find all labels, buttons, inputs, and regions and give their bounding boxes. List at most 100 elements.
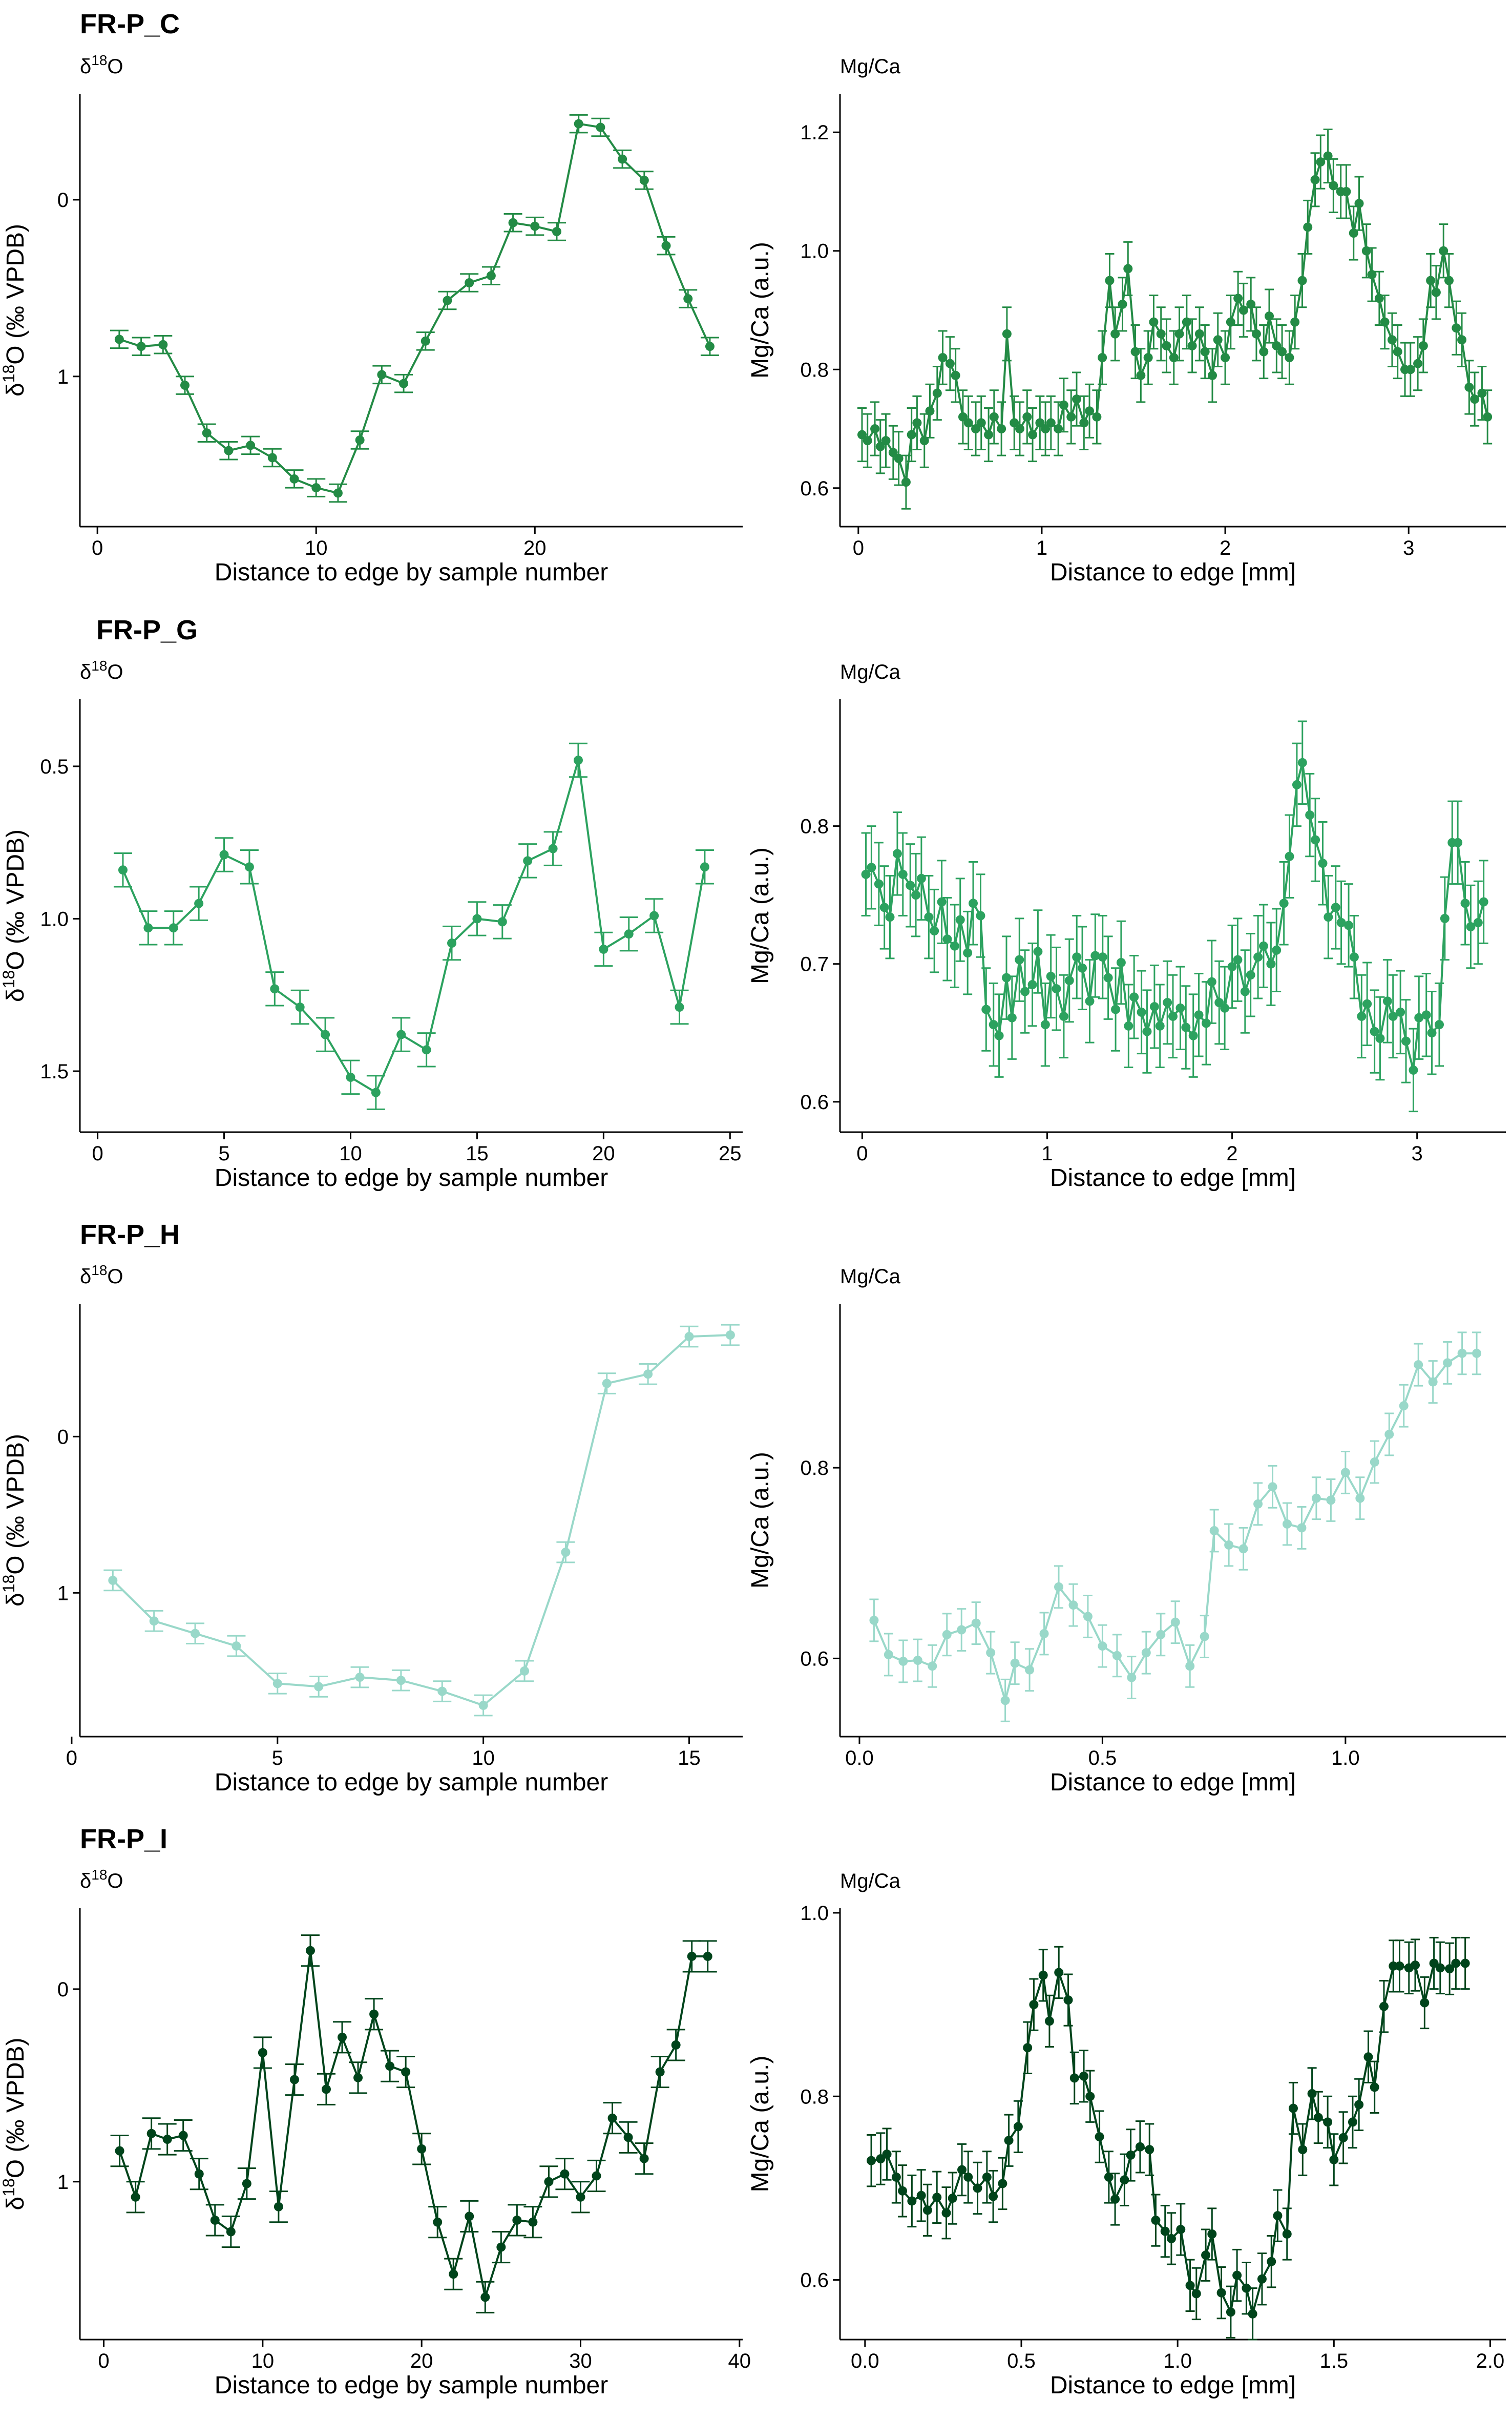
data-point [1440, 913, 1450, 923]
data-point [202, 428, 212, 438]
x-tick-label: 30 [569, 2350, 592, 2372]
data-point [1251, 329, 1261, 339]
data-point [1149, 317, 1159, 327]
data-point [1129, 992, 1139, 1002]
data-point [994, 1031, 1004, 1040]
y-axis-label: δ18O (‰ VPDB) [0, 829, 29, 1002]
data-point [1137, 1007, 1146, 1017]
row-title-2: FR-P_G [96, 615, 198, 645]
data-point [1233, 294, 1243, 303]
data-point [1473, 917, 1483, 927]
data-point [1341, 186, 1351, 196]
data-point [178, 2131, 188, 2140]
data-point [1414, 1013, 1424, 1023]
data-point [1370, 2082, 1379, 2092]
data-point [1185, 1661, 1195, 1671]
data-point [314, 1682, 324, 1692]
data-point [1267, 2257, 1276, 2266]
data-point [1124, 1021, 1133, 1031]
chart-panel-8: 0.0 0.5 1.0 1.5 2.0 0.6 0.8 1.0 Mg/Ca Distance to… [747, 1870, 1506, 2399]
data-point [963, 2172, 973, 2182]
data-point [948, 2194, 957, 2203]
data-point [1288, 2103, 1298, 2113]
series-line [112, 1334, 730, 1706]
data-point [1329, 2155, 1339, 2164]
data-point [377, 370, 387, 380]
data-point [1176, 2225, 1186, 2235]
data-point [1324, 912, 1333, 922]
data-point [1156, 329, 1166, 339]
data-point [422, 1045, 431, 1055]
y-tick-label: 0.8 [800, 1457, 829, 1479]
data-point [1207, 977, 1216, 987]
data-point [1127, 1673, 1137, 1682]
data-point [1143, 353, 1153, 363]
data-point [1426, 276, 1436, 285]
data-point [1340, 1468, 1350, 1477]
data-point [1072, 952, 1082, 962]
y-tick-label: 1 [57, 1582, 69, 1604]
data-point [700, 862, 709, 872]
x-tick-label: 0 [856, 1142, 868, 1165]
data-point [892, 849, 902, 859]
data-point [941, 2208, 951, 2218]
data-point [1311, 1493, 1321, 1503]
data-point [1020, 987, 1030, 996]
data-point [544, 2177, 554, 2186]
data-point [437, 1686, 447, 1696]
data-point [158, 340, 168, 349]
data-point [661, 241, 671, 251]
data-point [1221, 353, 1230, 363]
data-point [1427, 1028, 1437, 1038]
data-point [1059, 1011, 1068, 1021]
y-tick-label: 0.6 [800, 2269, 829, 2292]
data-point [530, 221, 540, 231]
data-point [1023, 2043, 1033, 2053]
data-point [1068, 1600, 1078, 1610]
row-title-1: FR-P_C [80, 9, 180, 39]
data-point [1126, 2150, 1136, 2160]
data-point [705, 342, 715, 351]
y-tick-label: 0.8 [800, 2085, 829, 2108]
data-point [401, 2067, 411, 2077]
data-point [1379, 2001, 1389, 2011]
data-point [916, 2190, 926, 2200]
data-point [867, 2156, 876, 2165]
data-point [1227, 962, 1237, 972]
x-axis-label: Distance to edge [mm] [1050, 559, 1296, 586]
data-point [687, 1951, 697, 1961]
data-point [508, 218, 518, 227]
data-point [932, 388, 942, 398]
data-point [1078, 963, 1087, 973]
data-point [1282, 2229, 1292, 2239]
data-point [1181, 1023, 1191, 1032]
data-point [973, 2183, 982, 2193]
data-point [963, 948, 973, 958]
data-point [884, 1650, 893, 1659]
data-point [639, 2154, 649, 2163]
data-point [573, 756, 583, 765]
axis-header: δ18O [80, 1262, 123, 1288]
data-point [1464, 382, 1474, 392]
data-point [1175, 1003, 1185, 1013]
chart-panel-5: 0 5 10 15 0 1 δ18O Distance to edge by sample n… [0, 1262, 743, 1796]
data-point [1457, 1348, 1467, 1358]
data-point [1194, 1010, 1204, 1020]
data-point [1118, 299, 1127, 309]
data-point [984, 430, 994, 440]
data-point [1444, 276, 1454, 285]
data-point [1362, 999, 1372, 1009]
data-point [725, 1330, 735, 1340]
data-point [1085, 406, 1095, 416]
data-point [1136, 370, 1146, 380]
panel-title: FR-P_I [80, 1824, 167, 1854]
data-point [932, 2193, 942, 2202]
panel-title: FR-P_G [96, 615, 198, 645]
data-point [1046, 971, 1056, 981]
data-point [1409, 1065, 1418, 1075]
data-point [169, 923, 178, 933]
data-point [1285, 353, 1294, 363]
y-tick-label: 1.0 [40, 908, 69, 930]
data-point [1010, 418, 1019, 428]
